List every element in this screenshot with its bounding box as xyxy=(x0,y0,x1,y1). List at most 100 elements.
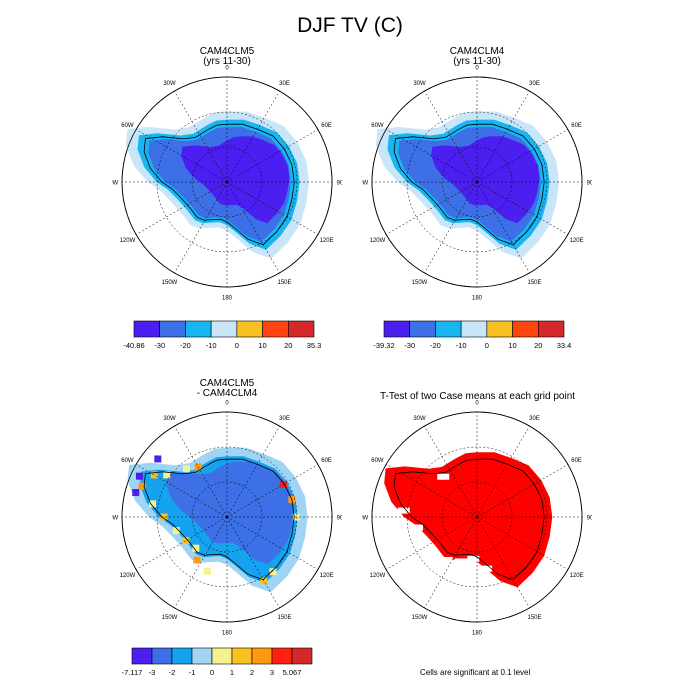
map-outer-ring xyxy=(371,411,583,623)
meridian-line xyxy=(226,516,280,609)
colorbar-tick-label: -1 xyxy=(189,668,196,677)
longitude-label: 30W xyxy=(413,81,426,87)
diff-patch xyxy=(149,500,157,508)
map-outer-ring xyxy=(121,411,333,623)
meridian-line xyxy=(476,90,530,183)
meridian-line xyxy=(226,129,319,183)
longitude-label: 90E xyxy=(587,181,592,187)
nonsignificant-cell xyxy=(397,507,410,514)
diff-patch xyxy=(154,455,162,463)
meridian-line xyxy=(424,90,478,183)
colorbar-tick-label: 1 xyxy=(230,668,234,677)
longitude-label: 30E xyxy=(279,81,290,87)
colorbar-box xyxy=(251,647,273,665)
diff-patch xyxy=(160,513,168,521)
meridian-line xyxy=(476,464,569,518)
panel3-polar-map: 0 30E 60E 90E 120E 150E 180 150W 120W 90W 60W 30W xyxy=(112,401,342,637)
colorbar-box xyxy=(287,320,315,338)
meridian-line xyxy=(476,181,530,274)
main-title: DJF TV (C) xyxy=(297,14,403,37)
longitude-label: 120E xyxy=(570,238,584,244)
colorbar-box xyxy=(191,647,213,665)
field-band-purple xyxy=(181,136,290,224)
coastline xyxy=(393,458,545,581)
longitude-label: 60E xyxy=(571,123,582,129)
diff-patch xyxy=(269,568,277,576)
colorbar-tick-label: -2 xyxy=(169,668,176,677)
latitude-circle xyxy=(441,146,513,218)
longitude-label: 90W xyxy=(362,516,369,522)
longitude-label: 120W xyxy=(120,238,136,244)
colorbar-box xyxy=(383,320,411,338)
diff-patch xyxy=(135,472,143,480)
colorbar-tick-label: 0 xyxy=(485,341,489,350)
meridian-line xyxy=(174,181,228,274)
longitude-label: 150E xyxy=(527,280,541,286)
colorbar-tick-label: 0 xyxy=(210,668,214,677)
nonsignificant-cell xyxy=(454,558,467,565)
nonsignificant-cell xyxy=(411,524,424,531)
nonsignificant-cell xyxy=(440,557,453,564)
colorbar-box xyxy=(409,320,436,338)
colorbar-tick-label: 10 xyxy=(258,341,266,350)
colorbar-tick-label: -40.86 xyxy=(123,341,144,350)
meridian-line xyxy=(174,90,228,183)
longitude-label: 30E xyxy=(529,416,540,422)
nonsignificant-cell xyxy=(437,473,450,480)
latitude-circle xyxy=(441,481,513,553)
panel4-title-line1: T-Test of two Case means at each grid po… xyxy=(379,391,576,402)
latitude-circle xyxy=(191,481,263,553)
panel1-title: CAM4CLM5 (yrs 11-30) xyxy=(177,47,277,67)
longitude-label: 90W xyxy=(112,181,119,187)
colorbar-tick-label: 0 xyxy=(235,341,239,350)
nonsignificant-cell xyxy=(467,555,480,562)
panel3-title: CAM4CLM5 - CAM4CLM4 xyxy=(177,379,277,399)
meridian-line xyxy=(226,425,280,518)
meridian-line xyxy=(226,516,319,570)
meridian-line xyxy=(226,181,319,235)
colorbar-box xyxy=(210,320,238,338)
diff-patch xyxy=(183,465,191,473)
panel2-title: CAM4CLM4 (yrs 11-30) xyxy=(427,47,527,67)
meridian-line xyxy=(226,90,280,183)
colorbar-box xyxy=(262,320,289,338)
diff-patch xyxy=(203,567,211,575)
colorbar-box xyxy=(435,320,462,338)
significance-note: Cells are significant at 0.1 level xyxy=(420,668,531,677)
colorbar-tick-label: -30 xyxy=(154,341,165,350)
nonsignificant-cell xyxy=(426,551,439,558)
diff-patch xyxy=(193,556,201,564)
colorbar-box xyxy=(271,647,293,665)
longitude-label: 60W xyxy=(121,123,134,129)
diff-patch xyxy=(182,537,190,545)
meridian-line xyxy=(476,129,569,183)
meridian-line xyxy=(135,181,228,235)
meridian-line xyxy=(476,425,530,518)
meridian-line xyxy=(135,516,228,570)
longitude-label: 30W xyxy=(413,416,426,422)
panel2-title-line1: CAM4CLM4 xyxy=(449,46,505,57)
longitude-label: 90W xyxy=(112,516,119,522)
diff-patch xyxy=(163,471,171,479)
meridian-line xyxy=(424,425,478,518)
colorbar-tick-label: 33.4 xyxy=(557,341,572,350)
colorbar-box xyxy=(486,320,513,338)
longitude-label: 60W xyxy=(371,458,384,464)
colorbar-tick-label: 20 xyxy=(284,341,292,350)
colorbar-tick-label: 20 xyxy=(534,341,542,350)
diff-patch xyxy=(138,482,146,490)
longitude-label: 180 xyxy=(222,631,233,637)
panel3-title-line1: CAM4CLM5 xyxy=(199,378,255,389)
colorbar-box xyxy=(133,320,161,338)
diff-patch xyxy=(172,527,180,535)
panel4-title: T-Test of two Case means at each grid po… xyxy=(355,392,600,402)
longitude-label: 120E xyxy=(320,238,334,244)
colorbar-tick-label: -7.117 xyxy=(122,668,143,677)
field-band-purple xyxy=(431,136,540,224)
meridian-line xyxy=(476,181,569,235)
panel1-polar-map: 0 30E 60E 90E 120E 150E 180 150W 120W 90W 60W 30W xyxy=(112,66,342,302)
longitude-label: 0 xyxy=(225,401,229,407)
colorbar-box xyxy=(151,647,173,665)
colorbar-tick-label: -10 xyxy=(206,341,217,350)
longitude-label: 0 xyxy=(475,66,479,72)
